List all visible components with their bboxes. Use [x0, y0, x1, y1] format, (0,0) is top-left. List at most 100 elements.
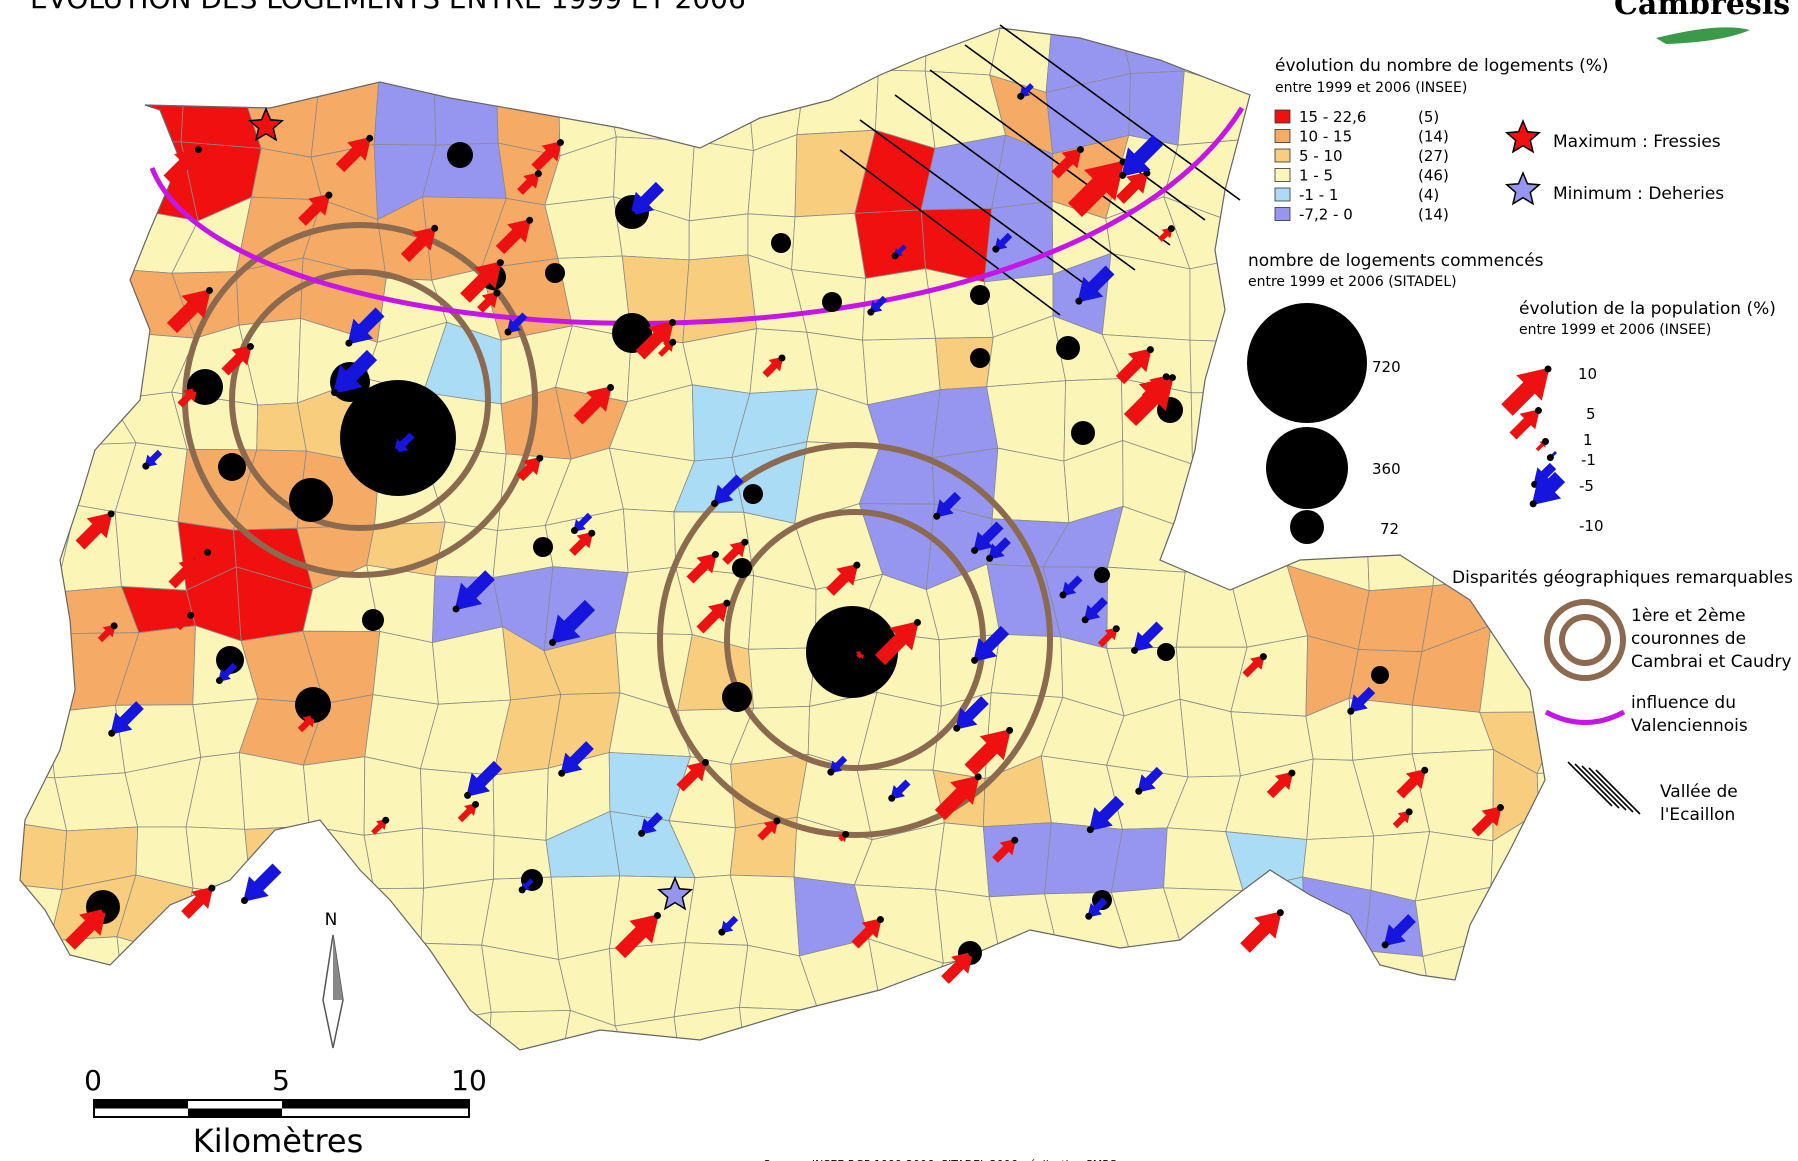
started-size-label: 720: [1372, 358, 1401, 376]
housing-class-swatch: [1274, 109, 1291, 124]
scale-label-10: 10: [451, 1064, 487, 1097]
down-arrow: [549, 599, 596, 646]
population-arrows: [65, 83, 1504, 984]
commune-polygon: [433, 85, 499, 146]
up-arrow: [569, 529, 596, 556]
legend-star: [1504, 171, 1542, 206]
commune-polygon: [20, 397, 73, 447]
scale-bar-segment: [188, 1108, 282, 1117]
commune-polygon: [20, 632, 71, 714]
up-arrow: [175, 611, 195, 631]
down-arrow: [971, 521, 1004, 554]
commune-polygon: [184, 31, 245, 89]
up-arrow: [477, 289, 501, 313]
commune-polygon: [1304, 950, 1366, 1020]
commune-polygon: [485, 1009, 571, 1050]
disparities-legend-title: Disparités géographiques remarquables: [1452, 568, 1793, 588]
scale-bar: 0 5 10 Kilomètres: [84, 1064, 487, 1160]
commune-polygon: [1356, 1018, 1436, 1050]
housing-class-swatch: [1274, 187, 1291, 202]
up-arrow: [934, 773, 982, 821]
up-arrow: [177, 385, 200, 408]
housing-legend-subtitle: entre 1999 et 2006 (INSEE): [1275, 80, 1467, 96]
commune-polygon: [20, 314, 73, 401]
commune-polygon: [1100, 1011, 1187, 1050]
commune-polygon: [1044, 822, 1123, 895]
crown-ring: [724, 509, 986, 771]
commune-polygon: [544, 196, 623, 259]
rings-label-line: 1ère et 2ème: [1631, 606, 1746, 626]
up-arrow: [460, 259, 504, 303]
up-arrow: [757, 817, 781, 841]
housing-circle: [340, 380, 456, 496]
down-arrow: [1086, 795, 1125, 834]
down-arrow: [718, 915, 739, 936]
down-arrow: [628, 181, 665, 218]
up-arrow: [371, 816, 390, 835]
commune-polygon: [558, 28, 635, 92]
commune-polygon: [376, 1009, 445, 1050]
down-arrow: [888, 779, 911, 802]
housing-circle: [743, 484, 763, 504]
housing-circle: [612, 313, 652, 353]
commune-polygon: [979, 1009, 1065, 1050]
legend-ring-outer: [1544, 599, 1626, 681]
housing-circle: [806, 606, 898, 698]
commune-polygon: [1189, 339, 1254, 394]
down-arrow: [827, 755, 848, 776]
housing-class-swatch: [1274, 129, 1291, 143]
down-arrow: [1017, 83, 1034, 100]
housing-circle: [822, 292, 842, 312]
down-arrow: [1347, 686, 1376, 715]
up-arrow: [495, 216, 534, 255]
commune-polygon: [116, 936, 190, 1015]
legend-down-arrow-10: [1529, 471, 1566, 508]
commune-polygon: [921, 1004, 993, 1050]
housing-circle: [295, 687, 331, 723]
housing-class-label: 10 - 15: [1299, 128, 1352, 146]
north-arrow: N: [322, 910, 344, 1049]
up-arrow: [941, 949, 976, 984]
up-arrow: [1115, 346, 1154, 385]
up-arrow: [1392, 808, 1413, 829]
commune-polygon: [1608, 816, 1678, 896]
population-legend-title: évolution de la population (%): [1519, 299, 1776, 319]
housing-class-count: (14): [1418, 128, 1449, 146]
commune-polygon: [238, 752, 310, 830]
legend-valley-line: [1567, 761, 1613, 807]
commune-polygon: [614, 1016, 682, 1050]
up-arrow: [1051, 146, 1084, 179]
up-arrow: [1141, 373, 1170, 402]
commune-polygon: [1626, 199, 1671, 280]
commune-polygon: [373, 67, 437, 146]
up-arrow: [297, 712, 318, 733]
housing-circle: [447, 142, 473, 168]
commune-polygon: [880, 1004, 946, 1050]
commune-polygon: [1357, 585, 1434, 653]
commune-polygon: [1416, 331, 1497, 402]
population-value-label: 1: [1583, 431, 1593, 449]
commune-polygon: [434, 521, 499, 579]
commune-polygon: [1484, 881, 1545, 942]
commune-polygon: [20, 1011, 66, 1050]
legend-up-arrow-10: [1501, 365, 1552, 416]
housing-class-label: 15 - 22,6: [1299, 108, 1366, 126]
housing-started-circles: [86, 142, 1389, 965]
commune-polygon: [49, 936, 126, 1013]
commune-polygon: [48, 74, 127, 154]
population-value-label: -5: [1579, 477, 1594, 495]
rings-label-line: Cambrai et Caudry: [1631, 652, 1792, 672]
commune-polygon: [119, 74, 186, 143]
housing-class-label: 1 - 5: [1299, 167, 1333, 185]
commune-polygon: [20, 269, 73, 343]
up-arrow: [1266, 769, 1296, 799]
population-value-label: -1: [1581, 451, 1596, 469]
commune-polygon: [372, 631, 439, 705]
down-arrow: [867, 295, 888, 316]
commune-polygon: [54, 772, 139, 832]
commune-polygon: [854, 209, 926, 279]
valley-hatch-line: [929, 69, 1171, 246]
commune-polygon: [1536, 765, 1545, 837]
started-size-label: 360: [1372, 460, 1401, 478]
up-arrow: [75, 510, 115, 550]
